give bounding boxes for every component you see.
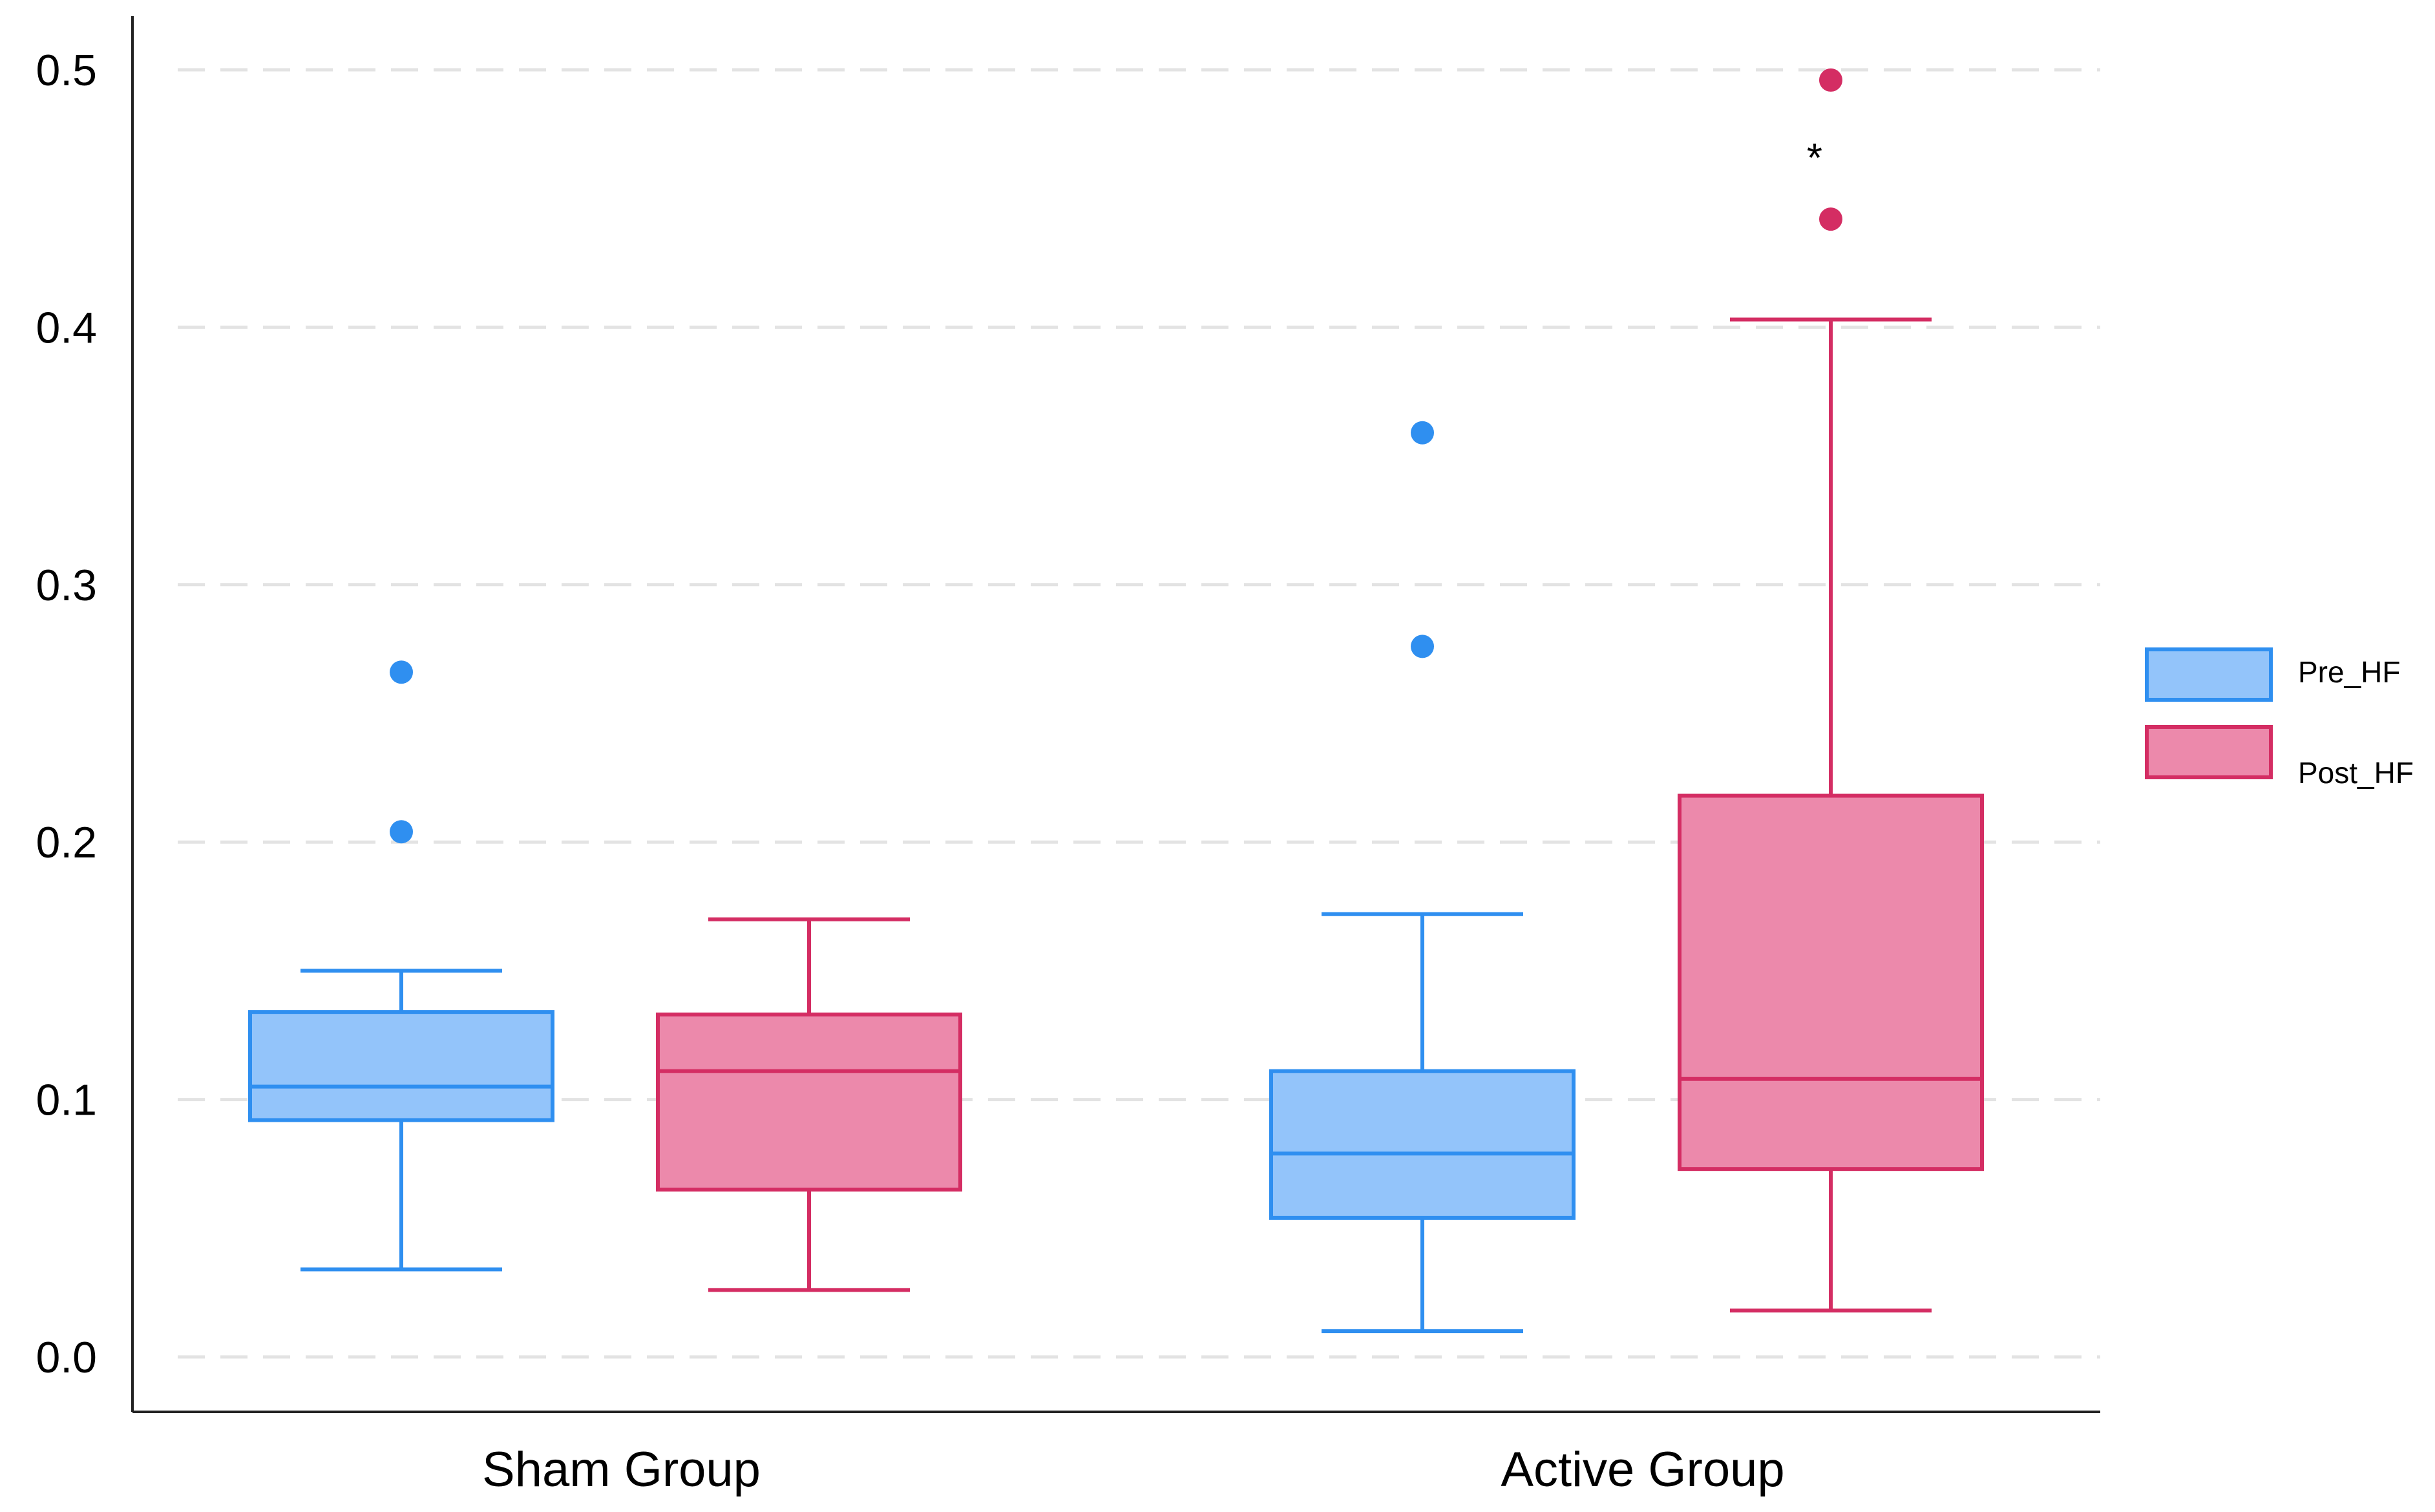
x-tick-labels: Sham Group Active Group [482, 1442, 1785, 1497]
boxes [248, 68, 1984, 1334]
outlier-point [1411, 421, 1434, 445]
box-active-group-post-hf [1678, 68, 1984, 1313]
outlier-point [390, 820, 413, 844]
legend-label: Pre_HF [2298, 655, 2400, 689]
y-tick-labels: 0.0 0.1 0.2 0.3 0.4 0.5 [36, 46, 97, 1382]
legend-swatch [2145, 725, 2273, 779]
significance-marker: * [1807, 136, 1822, 180]
y-tick-label: 0.5 [36, 46, 97, 95]
legend: Pre_HF Post_HF [2145, 647, 2414, 790]
y-tick-label: 0.0 [36, 1333, 97, 1382]
iqr-box [656, 1013, 962, 1192]
x-tick-label: Sham Group [482, 1442, 761, 1497]
box-sham-group-post-hf [656, 917, 962, 1292]
legend-label: Post_HF [2298, 756, 2414, 790]
annotations: * [1807, 136, 1822, 180]
iqr-box [248, 1010, 554, 1122]
y-tick-label: 0.4 [36, 303, 97, 352]
outlier-point [390, 660, 413, 684]
outlier-point [1411, 635, 1434, 658]
y-tick-label: 0.2 [36, 818, 97, 867]
y-tick-label: 0.3 [36, 561, 97, 610]
legend-swatch [2145, 647, 2273, 702]
box-sham-group-pre-hf [248, 660, 554, 1272]
outlier-point [1819, 68, 1842, 92]
legend-item-pre-hf: Pre_HF [2145, 647, 2400, 702]
axes [131, 16, 2100, 1413]
box-active-group-pre-hf [1269, 421, 1576, 1334]
x-tick-label: Active Group [1501, 1442, 1784, 1497]
y-tick-label: 0.1 [36, 1076, 97, 1125]
iqr-box [1269, 1069, 1576, 1220]
legend-item-post-hf: Post_HF [2145, 725, 2414, 790]
outlier-point [1819, 207, 1842, 231]
iqr-box [1678, 793, 1984, 1171]
